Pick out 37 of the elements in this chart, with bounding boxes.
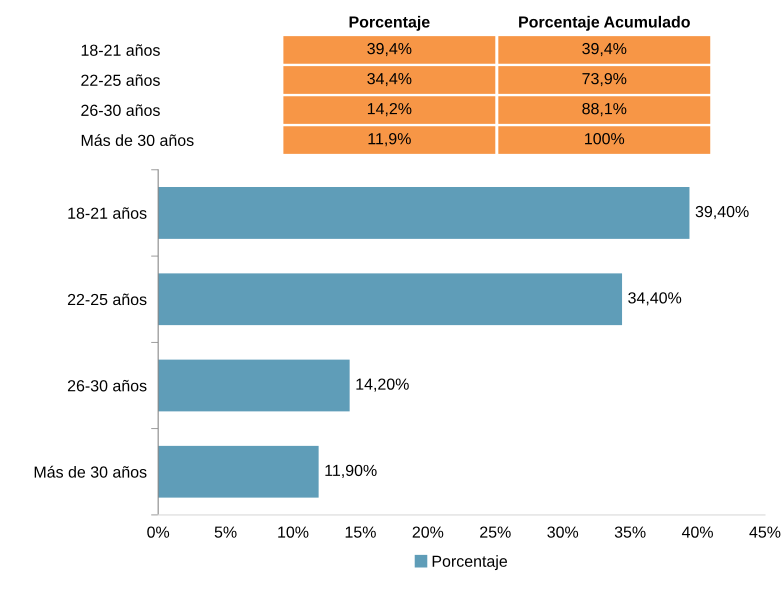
bar [158,446,319,498]
y-tick-label: 22-25 años [68,294,146,306]
text: 39,4% [582,42,626,56]
y-tick-label: 18-21 años [68,207,146,219]
x-tick-label: 0% [147,526,170,538]
category-label: Más de 30 años [82,134,194,146]
x-tick-label: 10% [278,526,308,538]
data-label: 14,20% [356,378,409,392]
text: 39,4% [367,42,412,56]
legend-label: Porcentaje [432,555,508,570]
text: 11,9% [368,133,411,146]
category-label: 22-25 años [81,74,160,86]
bar [158,360,350,412]
bar [158,273,622,326]
y-tick-label: 26-30 años [68,380,146,392]
x-tick-label: 20% [412,526,444,538]
text: 100% [585,133,624,144]
x-tick-label: 45% [749,526,780,538]
x-tick-label: 40% [682,526,713,538]
category-label: 26-30 años [81,104,160,116]
data-label: 39,40% [696,206,749,220]
x-tick-label: 5% [214,526,237,538]
data-label: 34,40% [628,292,682,306]
text: 34,4% [367,72,412,86]
text: 14,2% [368,103,412,116]
bar [158,187,690,239]
category-label: 18-21 años [82,44,160,56]
data-label: 11,90% [325,464,377,478]
x-tick-label: 30% [547,526,578,538]
y-tick-label: Más de 30 años [34,466,146,478]
category-label: Porcentaje [350,16,430,31]
x-tick-label: 15% [346,526,376,538]
x-tick-label: 25% [480,526,511,538]
text: 73,9% [582,72,626,86]
category-label: Porcentaje Acumulado [519,16,690,31]
x-tick-label: 35% [614,526,646,538]
text: 88,1% [582,103,626,116]
